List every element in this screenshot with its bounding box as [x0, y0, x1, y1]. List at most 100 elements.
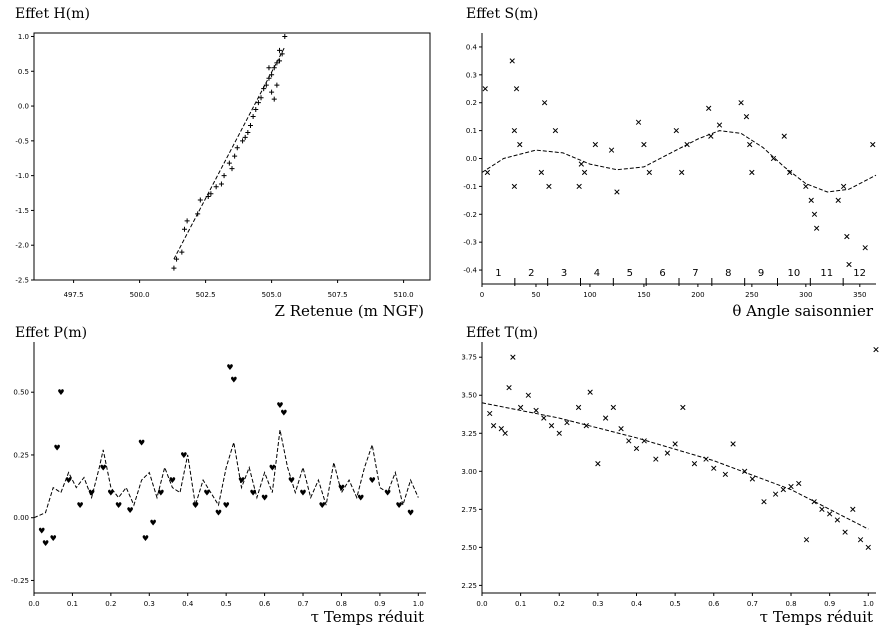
- data-point: [205, 194, 211, 200]
- x-tick-label: 0.1: [515, 600, 526, 608]
- data-point: [282, 33, 288, 39]
- x-tick-label: 100: [583, 291, 596, 299]
- data-point: [811, 499, 817, 505]
- data-point: [873, 346, 879, 353]
- data-point: [498, 426, 504, 432]
- data-point: [240, 138, 246, 144]
- data-point: [835, 197, 841, 203]
- data-point: ♥: [169, 476, 176, 485]
- data-point: [780, 486, 786, 493]
- data-point: ♥: [288, 476, 295, 485]
- data-point: [556, 430, 562, 436]
- x-axis-label-h: Z Retenue (m NGF): [275, 302, 424, 320]
- y-tick-label: 0.1: [466, 127, 477, 135]
- x-tick-label: 0.8: [336, 600, 347, 608]
- data-point: [234, 145, 240, 151]
- data-point: ♥: [249, 489, 256, 498]
- data-point: ♥: [65, 476, 72, 485]
- data-point: ♥: [42, 539, 49, 548]
- data-point: [576, 183, 582, 190]
- data-point: ♥: [57, 388, 64, 397]
- data-point: [850, 506, 856, 512]
- data-point: [870, 141, 876, 148]
- data-point: [583, 423, 589, 429]
- month-label: 3: [561, 268, 567, 279]
- data-point: [742, 468, 748, 474]
- data-point: ♥: [50, 534, 57, 543]
- data-point: [743, 114, 750, 120]
- data-point: [221, 173, 227, 179]
- data-point: [811, 211, 818, 217]
- month-label: 12: [853, 268, 866, 279]
- data-point: [258, 95, 264, 101]
- x-tick-label: 497.5: [64, 291, 84, 299]
- data-point: ♥: [215, 509, 222, 518]
- x-tick-label: 0: [480, 291, 484, 299]
- data-point: [274, 82, 280, 88]
- data-point: ♥: [280, 408, 287, 417]
- month-label: 10: [788, 268, 801, 279]
- data-point: ♥: [223, 501, 230, 510]
- data-point: [266, 65, 272, 71]
- data-point: [587, 389, 593, 395]
- x-tick-label: 0.3: [592, 600, 603, 608]
- data-point: ♥: [138, 438, 145, 447]
- data-point: ♥: [226, 363, 233, 372]
- x-tick-label: 507.5: [328, 291, 348, 299]
- chart-title-p: Effet P(m): [15, 325, 87, 341]
- x-tick-label: 0.3: [144, 600, 155, 608]
- data-point: [770, 155, 777, 162]
- data-point: [826, 511, 833, 517]
- data-point: [684, 141, 690, 148]
- month-label: 8: [725, 268, 731, 279]
- data-point: [641, 438, 647, 444]
- data-point: ♥: [157, 489, 164, 498]
- data-point: [602, 415, 609, 421]
- data-point: [552, 127, 559, 134]
- data-point: [533, 407, 539, 414]
- data-point: [708, 133, 714, 139]
- data-point: [179, 249, 185, 255]
- y-tick-label: -0.5: [15, 137, 29, 145]
- y-tick-label: -0.2: [463, 211, 477, 219]
- x-tick-label: 0.6: [259, 600, 271, 608]
- y-tick-label: 0.25: [13, 451, 29, 459]
- data-point: [255, 100, 261, 106]
- data-point: [608, 147, 615, 153]
- data-point: [842, 529, 848, 535]
- data-point: [511, 127, 518, 134]
- data-point: ♥: [192, 501, 199, 510]
- fit-curve: [33, 429, 419, 519]
- x-tick-label: 0.5: [221, 600, 232, 608]
- data-point: [635, 119, 642, 125]
- data-point: [513, 86, 520, 92]
- data-point: [564, 419, 570, 426]
- data-point: ♥: [384, 489, 391, 498]
- y-tick-label: -2.5: [15, 277, 29, 285]
- data-point: [511, 183, 518, 190]
- data-point: ♥: [203, 489, 210, 498]
- y-tick-label: 0.00: [13, 514, 29, 522]
- x-tick-label: 0.4: [631, 600, 643, 608]
- data-point: [618, 426, 624, 432]
- data-point: [277, 58, 283, 64]
- data-point: [747, 141, 753, 148]
- x-tick-label: 0.8: [785, 600, 796, 608]
- month-label: 1: [495, 268, 501, 279]
- data-point: [229, 166, 235, 172]
- x-tick-label: 0.1: [67, 600, 78, 608]
- month-label: 2: [528, 268, 534, 279]
- data-point: [578, 161, 584, 167]
- y-tick-label: -1.5: [15, 207, 29, 215]
- data-point: [250, 113, 256, 119]
- data-point: [174, 256, 180, 262]
- chart-title-h: Effet H(m): [15, 6, 90, 22]
- data-point: [269, 72, 275, 78]
- data-point: [509, 58, 515, 64]
- x-tick-label: 0.2: [554, 600, 565, 608]
- x-tick-label: 510.0: [394, 291, 414, 299]
- data-point: [510, 354, 516, 360]
- y-tick-label: 0.5: [18, 68, 29, 76]
- data-point: [749, 476, 756, 482]
- x-tick-label: 0.9: [374, 600, 385, 608]
